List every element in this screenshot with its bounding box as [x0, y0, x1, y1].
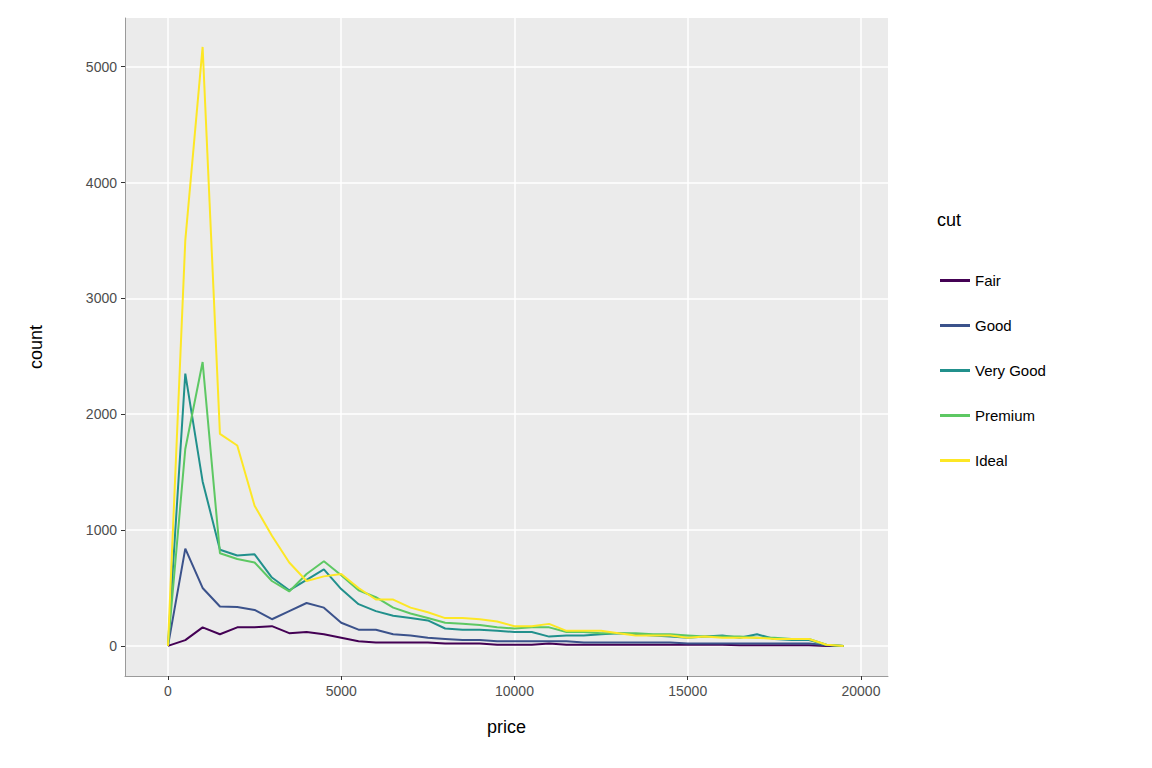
svg-text:Premium: Premium	[975, 407, 1035, 424]
svg-text:2000: 2000	[86, 406, 117, 422]
svg-text:3000: 3000	[86, 290, 117, 306]
svg-text:15000: 15000	[668, 683, 707, 699]
svg-text:1000: 1000	[86, 522, 117, 538]
svg-text:0: 0	[109, 638, 117, 654]
svg-text:4000: 4000	[86, 175, 117, 191]
svg-text:Good: Good	[975, 317, 1012, 334]
svg-text:Ideal: Ideal	[975, 452, 1008, 469]
svg-text:0: 0	[164, 683, 172, 699]
svg-text:5000: 5000	[86, 59, 117, 75]
svg-text:Very Good: Very Good	[975, 362, 1046, 379]
svg-text:count: count	[26, 325, 46, 369]
svg-text:20000: 20000	[842, 683, 881, 699]
svg-text:Fair: Fair	[975, 272, 1001, 289]
svg-text:10000: 10000	[495, 683, 534, 699]
svg-text:cut: cut	[937, 210, 961, 230]
svg-text:price: price	[487, 717, 526, 737]
svg-text:5000: 5000	[326, 683, 357, 699]
